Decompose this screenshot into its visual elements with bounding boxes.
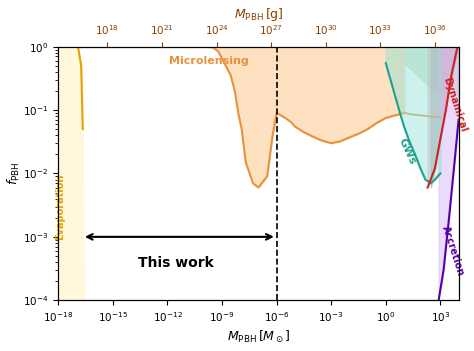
Text: This work: This work bbox=[138, 256, 214, 270]
Y-axis label: $f_{\mathrm{PBH}}$: $f_{\mathrm{PBH}}$ bbox=[6, 162, 22, 185]
X-axis label: $M_{\mathrm{PBH}}\,[M_\odot]$: $M_{\mathrm{PBH}}\,[M_\odot]$ bbox=[227, 329, 290, 345]
Text: Microlensing: Microlensing bbox=[170, 56, 249, 66]
Text: Dynamical: Dynamical bbox=[441, 76, 468, 134]
Text: GWs: GWs bbox=[397, 137, 418, 166]
Text: Evaporation: Evaporation bbox=[55, 173, 65, 240]
X-axis label: $M_{\mathrm{PBH}}\,[\mathrm{g}]$: $M_{\mathrm{PBH}}\,[\mathrm{g}]$ bbox=[234, 6, 283, 22]
Bar bbox=[58, 27, 458, 47]
Text: Accretion: Accretion bbox=[440, 225, 466, 277]
